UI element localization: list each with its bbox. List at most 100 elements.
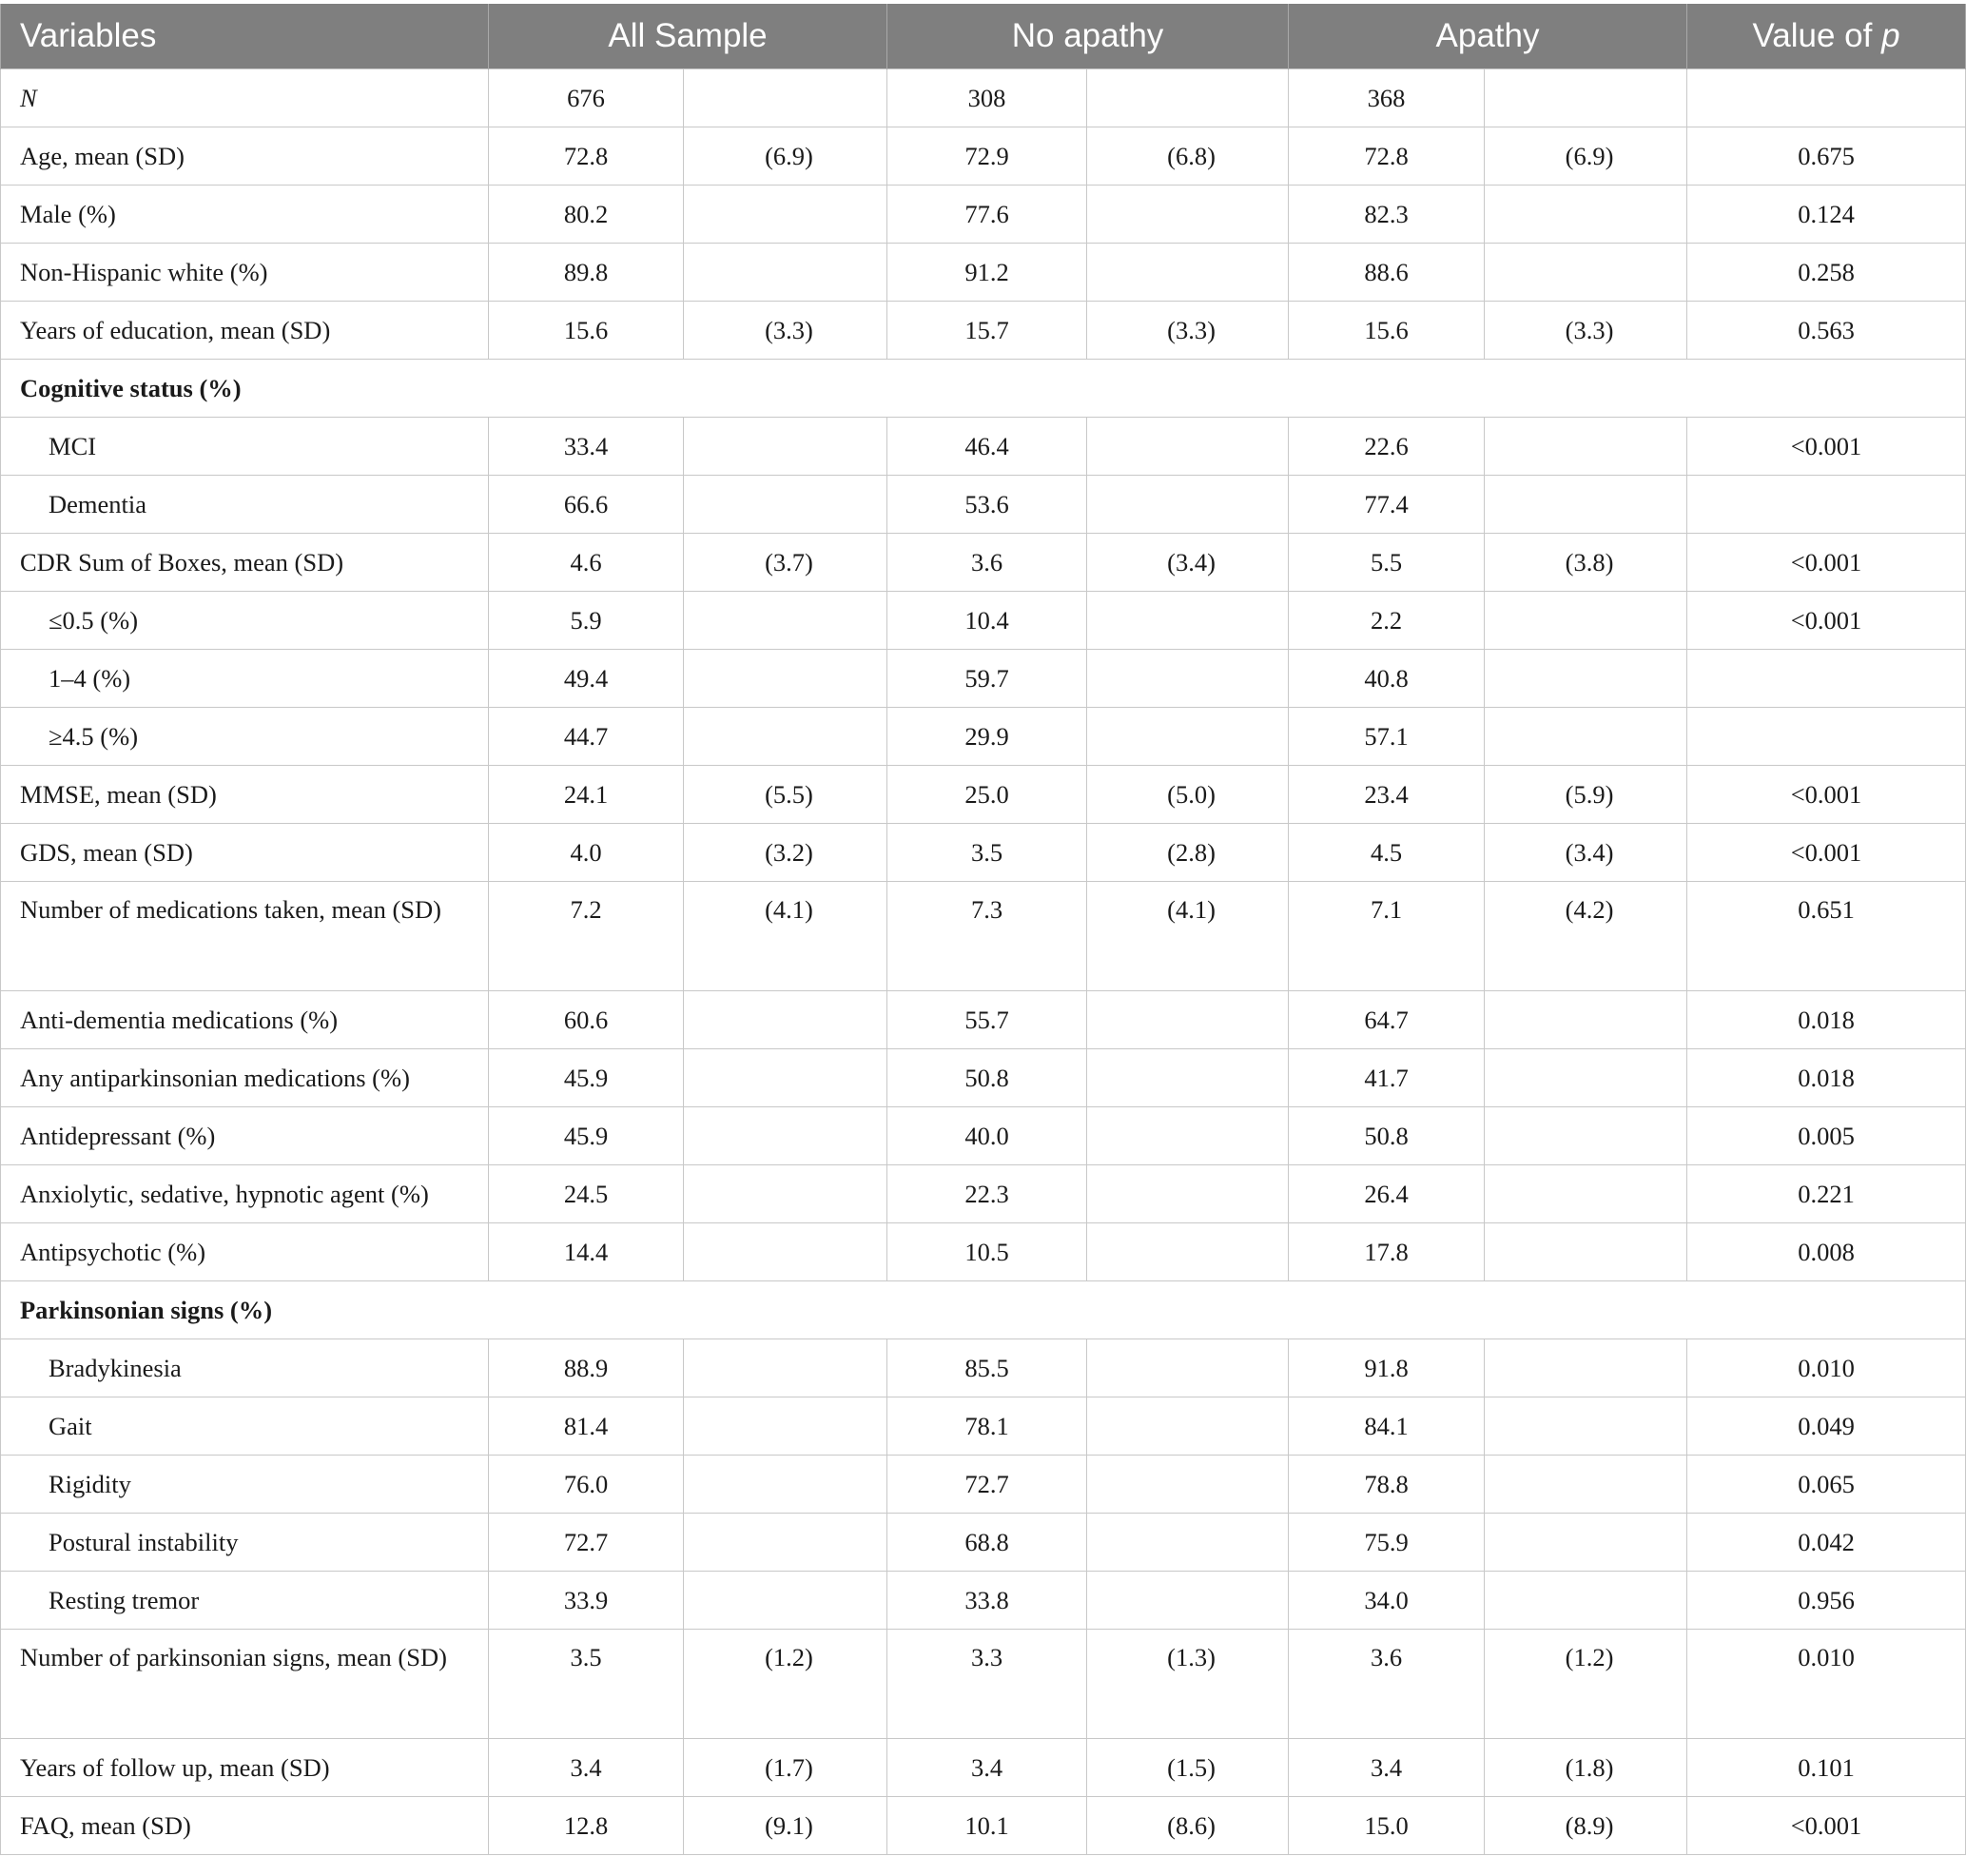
table-row: FAQ, mean (SD) 12.8 (9.1) 10.1 (8.6) 15.0 (8.9… [0, 1796, 1966, 1855]
p-value: <0.001 [1686, 823, 1966, 882]
all-sample-value: 24.1 [488, 765, 684, 824]
all-sample-value: 15.6 [488, 301, 684, 360]
apathy-sd: (3.4) [1484, 823, 1688, 882]
all-sample-sd [682, 990, 888, 1049]
apathy-sd: (3.3) [1484, 301, 1688, 360]
row-label: GDS, mean (SD) [0, 823, 489, 882]
apathy-sd: (8.9) [1484, 1796, 1688, 1855]
table-row: Number of parkinsonian signs, mean (SD) 3… [0, 1629, 1966, 1739]
table-row: ≥4.5 (%) 44.7 29.9 57.1 [0, 707, 1966, 766]
p-value: <0.001 [1686, 765, 1966, 824]
no-apathy-sd [1086, 990, 1290, 1049]
header-all-sample: All Sample [487, 4, 888, 69]
all-sample-sd [682, 1222, 888, 1281]
row-label: Anti-dementia medications (%) [0, 990, 489, 1049]
apathy-value: 5.5 [1288, 533, 1486, 592]
all-sample-sd: (3.2) [682, 823, 888, 882]
p-value: 0.221 [1686, 1164, 1966, 1223]
apathy-value: 2.2 [1288, 591, 1486, 650]
no-apathy-sd [1086, 475, 1290, 534]
no-apathy-sd: (2.8) [1086, 823, 1290, 882]
header-p-value-prefix: Value of [1752, 17, 1882, 54]
no-apathy-value: 308 [886, 68, 1088, 127]
all-sample-sd [682, 1106, 888, 1165]
all-sample-sd: (9.1) [682, 1796, 888, 1855]
no-apathy-sd: (3.4) [1086, 533, 1290, 592]
apathy-sd [1484, 1048, 1688, 1107]
row-label: 1–4 (%) [0, 649, 489, 708]
apathy-value: 26.4 [1288, 1164, 1486, 1223]
all-sample-value: 80.2 [488, 185, 684, 244]
all-sample-value: 49.4 [488, 649, 684, 708]
row-label: Age, mean (SD) [0, 127, 489, 186]
no-apathy-sd [1086, 1455, 1290, 1514]
all-sample-sd [682, 649, 888, 708]
row-label: ≥4.5 (%) [0, 707, 489, 766]
p-value: 0.956 [1686, 1571, 1966, 1630]
no-apathy-sd [1086, 591, 1290, 650]
all-sample-value: 81.4 [488, 1397, 684, 1456]
apathy-sd [1484, 707, 1688, 766]
no-apathy-value: 72.9 [886, 127, 1088, 186]
all-sample-value: 44.7 [488, 707, 684, 766]
p-value [1686, 475, 1966, 534]
no-apathy-value: 77.6 [886, 185, 1088, 244]
apathy-sd [1484, 1513, 1688, 1572]
no-apathy-sd: (1.5) [1086, 1738, 1290, 1797]
all-sample-sd: (3.3) [682, 301, 888, 360]
table-row: Age, mean (SD) 72.8 (6.9) 72.9 (6.8) 72.8 (6.9… [0, 127, 1966, 186]
apathy-sd: (1.8) [1484, 1738, 1688, 1797]
no-apathy-value: 68.8 [886, 1513, 1088, 1572]
no-apathy-sd: (8.6) [1086, 1796, 1290, 1855]
apathy-sd: (4.2) [1484, 881, 1688, 991]
apathy-value: 7.1 [1288, 881, 1486, 991]
all-sample-sd [682, 68, 888, 127]
all-sample-value: 33.4 [488, 417, 684, 476]
all-sample-sd [682, 1164, 888, 1223]
all-sample-value: 4.0 [488, 823, 684, 882]
table-row: Dementia 66.6 53.6 77.4 [0, 475, 1966, 534]
p-value: 0.124 [1686, 185, 1966, 244]
apathy-value: 368 [1288, 68, 1486, 127]
all-sample-sd [682, 591, 888, 650]
table-row: Antipsychotic (%) 14.4 10.5 17.8 0.008 [0, 1222, 1966, 1281]
p-value [1686, 68, 1966, 127]
all-sample-sd: (5.5) [682, 765, 888, 824]
no-apathy-value: 7.3 [886, 881, 1088, 991]
all-sample-sd [682, 1339, 888, 1397]
apathy-value: 4.5 [1288, 823, 1486, 882]
apathy-value: 77.4 [1288, 475, 1486, 534]
table-row: Resting tremor 33.9 33.8 34.0 0.956 [0, 1571, 1966, 1630]
no-apathy-sd [1086, 68, 1290, 127]
header-apathy: Apathy [1288, 4, 1688, 69]
all-sample-sd [682, 1397, 888, 1456]
apathy-sd [1484, 68, 1688, 127]
row-label: Anxiolytic, sedative, hypnotic agent (%) [0, 1164, 489, 1223]
row-label: Any antiparkinsonian medications (%) [0, 1048, 489, 1107]
header-p-value: Value of p [1686, 4, 1966, 69]
all-sample-value: 66.6 [488, 475, 684, 534]
apathy-sd [1484, 1571, 1688, 1630]
apathy-sd [1484, 417, 1688, 476]
no-apathy-sd [1086, 1048, 1290, 1107]
row-label: Resting tremor [0, 1571, 489, 1630]
table-row: Rigidity 76.0 72.7 78.8 0.065 [0, 1455, 1966, 1514]
no-apathy-sd [1086, 1339, 1290, 1397]
no-apathy-value: 29.9 [886, 707, 1088, 766]
apathy-value: 91.8 [1288, 1339, 1486, 1397]
apathy-sd [1484, 1164, 1688, 1223]
apathy-value: 22.6 [1288, 417, 1486, 476]
apathy-sd [1484, 1397, 1688, 1456]
row-label: Years of education, mean (SD) [0, 301, 489, 360]
no-apathy-value: 72.7 [886, 1455, 1088, 1514]
all-sample-value: 33.9 [488, 1571, 684, 1630]
all-sample-value: 45.9 [488, 1106, 684, 1165]
apathy-value: 17.8 [1288, 1222, 1486, 1281]
all-sample-value: 3.4 [488, 1738, 684, 1797]
p-value [1686, 649, 1966, 708]
apathy-sd [1484, 1339, 1688, 1397]
all-sample-value: 5.9 [488, 591, 684, 650]
all-sample-sd [682, 243, 888, 302]
no-apathy-value: 3.5 [886, 823, 1088, 882]
no-apathy-value: 3.3 [886, 1629, 1088, 1739]
